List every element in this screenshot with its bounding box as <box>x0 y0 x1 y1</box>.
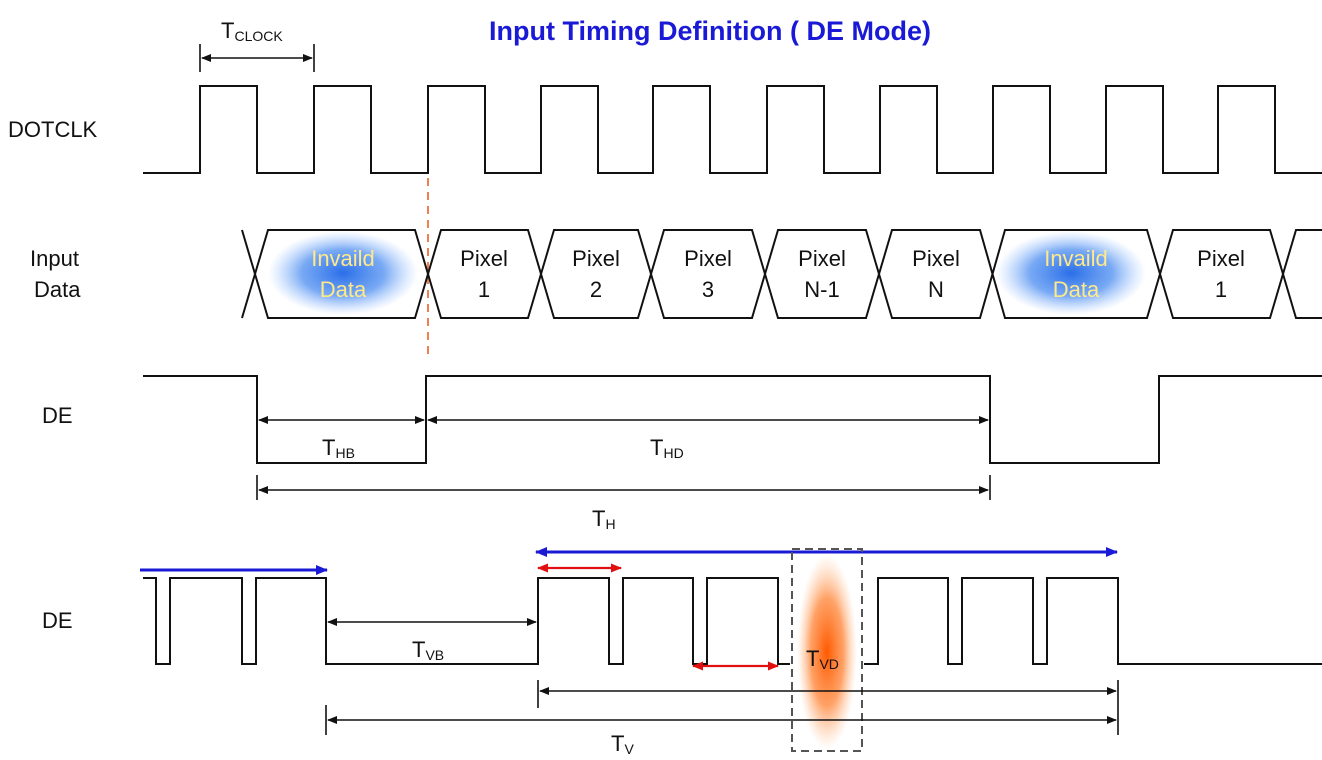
data-cell-text: Pixel <box>1197 246 1245 271</box>
data-cell-text: Data <box>1053 277 1100 302</box>
de-vertical-label: DE <box>42 608 73 633</box>
data-cell-text: N <box>928 277 944 302</box>
tclock-label: TCLOCK <box>221 18 283 44</box>
data-cell-text: Data <box>320 277 367 302</box>
invalid-glow <box>268 231 418 315</box>
tvd-highlight-box <box>791 548 863 752</box>
data-cell-text: 1 <box>1215 277 1227 302</box>
data-cell-text: Pixel <box>798 246 846 271</box>
input-data-bus <box>241 229 1322 319</box>
data-cell-text: 3 <box>702 277 714 302</box>
data-cell-text: Pixel <box>912 246 960 271</box>
invalid-glow <box>996 231 1146 315</box>
de-horizontal-waveform <box>143 375 1322 464</box>
data-cell-text: 2 <box>590 277 602 302</box>
dotclk-label: DOTCLK <box>8 117 98 142</box>
thd-label: THD <box>650 435 684 461</box>
tvd-glow <box>797 554 857 750</box>
input-data-label-line1: Input <box>30 246 79 271</box>
data-cell-text: Pixel <box>460 246 508 271</box>
thb-label: THB <box>322 435 355 461</box>
data-cell-text: 1 <box>478 277 490 302</box>
dotclk-waveform <box>143 85 1322 174</box>
data-cell-text: Pixel <box>572 246 620 271</box>
data-cell-text: Pixel <box>684 246 732 271</box>
de-vertical-waveform <box>143 577 1322 665</box>
de-horizontal-label: DE <box>42 403 73 428</box>
data-cell-text: Invaild <box>311 246 375 271</box>
input-data-label-line2: Data <box>34 277 81 302</box>
tvb-label: TVB <box>412 637 444 663</box>
tvd-label: TVD <box>806 646 839 672</box>
diagram-title: Input Timing Definition ( DE Mode) <box>489 16 931 46</box>
data-cell-text: Invaild <box>1044 246 1108 271</box>
th-label: TH <box>592 506 616 532</box>
data-cell-text: N-1 <box>804 277 839 302</box>
tv-label: TV <box>611 731 634 757</box>
